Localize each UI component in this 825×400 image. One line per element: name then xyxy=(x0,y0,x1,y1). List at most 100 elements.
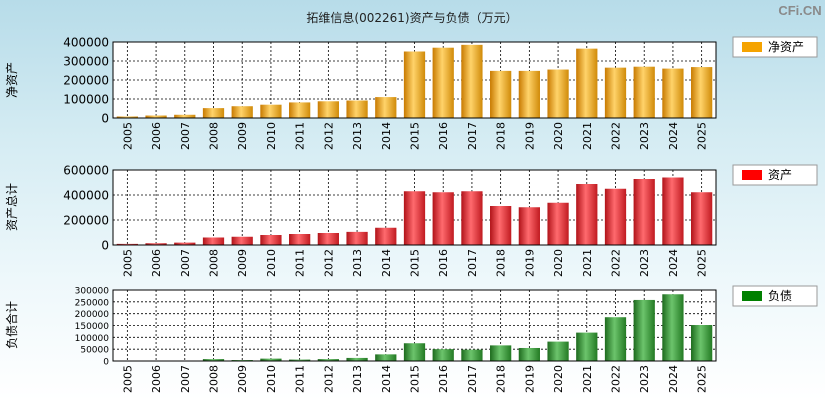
bar-asset-2007 xyxy=(174,242,196,245)
bar-net-2008 xyxy=(202,108,225,118)
y-tick-label: 0 xyxy=(101,239,109,253)
y-tick-label: 200000 xyxy=(63,214,109,228)
bar-asset-2006 xyxy=(145,243,167,245)
x-tick-label: 2018 xyxy=(495,122,508,150)
bar-net-2023 xyxy=(633,66,655,118)
x-tick-label: 2021 xyxy=(581,365,594,393)
x-tick-label: 2010 xyxy=(265,365,278,393)
panel-total-assets: 0 200000 400000 600000 2005 2006 2007 2008 2009 2… xyxy=(5,164,818,277)
bar-net-2022 xyxy=(604,67,627,118)
brand-logo: CFi.CN xyxy=(778,3,821,18)
bar-asset-2005 xyxy=(116,243,138,245)
x-tick-label: 2023 xyxy=(638,249,651,277)
y-axis-title: 净资产 xyxy=(5,62,19,98)
panel-net-assets: 0 100000 200000 300000 400000 2005 2006 2007 200… xyxy=(5,36,818,150)
bar-debt-2018 xyxy=(490,345,512,361)
bar-net-2021 xyxy=(576,48,598,118)
x-tick-label: 2021 xyxy=(581,122,594,150)
bar-asset-2009 xyxy=(231,236,253,245)
bar-net-2011 xyxy=(289,102,311,118)
y-tick-label: 50000 xyxy=(80,346,109,356)
bar-debt-2024 xyxy=(662,294,684,361)
bar-net-2015 xyxy=(403,51,426,118)
x-tick-label: 2019 xyxy=(523,249,536,277)
x-tick-label: 2006 xyxy=(150,122,163,150)
plot-border xyxy=(112,169,717,246)
x-tick-label: 2007 xyxy=(179,365,192,393)
x-tick-label: 2016 xyxy=(437,122,450,150)
bar-debt-2021 xyxy=(576,332,598,361)
x-tick-label: 2005 xyxy=(121,249,134,277)
plot-border xyxy=(112,41,717,119)
x-tick-label: 2020 xyxy=(552,249,565,277)
bar-asset-2021 xyxy=(576,184,598,245)
x-tick-label: 2008 xyxy=(208,122,221,150)
legend-label: 负债 xyxy=(768,289,792,303)
x-tick-label: 2025 xyxy=(696,249,709,277)
x-tick-label: 2025 xyxy=(696,365,709,393)
bar-asset-2015 xyxy=(403,191,426,245)
x-tick-label: 2012 xyxy=(322,365,335,393)
x-tick-label: 2016 xyxy=(437,249,450,277)
x-tick-label: 2011 xyxy=(294,122,307,150)
bar-debt-2017 xyxy=(461,349,483,361)
y-tick-label: 100000 xyxy=(75,334,110,344)
bar-net-2018 xyxy=(490,70,512,118)
y-tick-label: 200000 xyxy=(63,74,109,88)
x-tick-label: 2015 xyxy=(409,249,422,277)
bar-net-2019 xyxy=(518,70,540,118)
bar-asset-2023 xyxy=(633,179,655,245)
x-tick-label: 2008 xyxy=(208,249,221,277)
bar-debt-2013 xyxy=(346,357,368,361)
x-tick-label: 2017 xyxy=(466,365,479,393)
x-tick-label: 2017 xyxy=(466,122,479,150)
legend-label: 净资产 xyxy=(768,40,804,54)
x-tick-label: 2007 xyxy=(179,122,192,150)
x-tick-label: 2006 xyxy=(150,249,163,277)
bar-asset-2024 xyxy=(662,177,684,245)
x-tick-label: 2005 xyxy=(121,122,134,150)
y-tick-label: 200000 xyxy=(75,310,110,320)
y-tick-label: 300000 xyxy=(63,55,109,69)
y-axis-title: 资产总计 xyxy=(5,183,19,231)
legend-swatch xyxy=(742,170,762,180)
bar-debt-2025 xyxy=(691,325,713,361)
y-tick-label: 0 xyxy=(101,112,109,126)
bar-net-2020 xyxy=(547,69,569,118)
bar-debt-2019 xyxy=(518,347,540,361)
bar-debt-2016 xyxy=(432,349,454,361)
x-tick-label: 2006 xyxy=(150,365,163,393)
bar-net-2024 xyxy=(662,68,684,118)
x-tick-label: 2022 xyxy=(610,365,623,393)
x-tick-label: 2008 xyxy=(208,365,221,393)
bar-net-2009 xyxy=(231,106,253,118)
bar-net-2005 xyxy=(116,116,138,118)
bar-asset-2014 xyxy=(375,227,397,245)
x-tick-label: 2022 xyxy=(610,122,623,150)
x-tick-label: 2012 xyxy=(322,122,335,150)
x-tick-label: 2020 xyxy=(552,365,565,393)
x-tick-label: 2023 xyxy=(638,365,651,393)
x-tick-label: 2018 xyxy=(495,365,508,393)
legend-swatch xyxy=(742,291,762,301)
bar-debt-2011 xyxy=(289,359,311,361)
x-tick-label: 2024 xyxy=(667,122,680,150)
bar-asset-2016 xyxy=(432,192,454,245)
bar-net-2012 xyxy=(317,101,339,118)
bar-asset-2011 xyxy=(289,234,311,245)
x-tick-label: 2013 xyxy=(351,249,364,277)
x-tick-label: 2012 xyxy=(322,249,335,277)
x-tick-label: 2014 xyxy=(380,122,393,150)
x-tick-label: 2010 xyxy=(265,122,278,150)
x-tick-label: 2024 xyxy=(667,249,680,277)
bar-asset-2008 xyxy=(202,237,225,245)
bar-debt-2014 xyxy=(375,354,397,361)
x-tick-label: 2016 xyxy=(437,365,450,393)
bar-debt-2020 xyxy=(547,341,569,361)
x-tick-label: 2017 xyxy=(466,249,479,277)
x-tick-label: 2020 xyxy=(552,122,565,150)
bar-debt-2008 xyxy=(202,359,225,361)
x-tick-label: 2005 xyxy=(121,365,134,393)
bar-asset-2013 xyxy=(346,231,368,245)
